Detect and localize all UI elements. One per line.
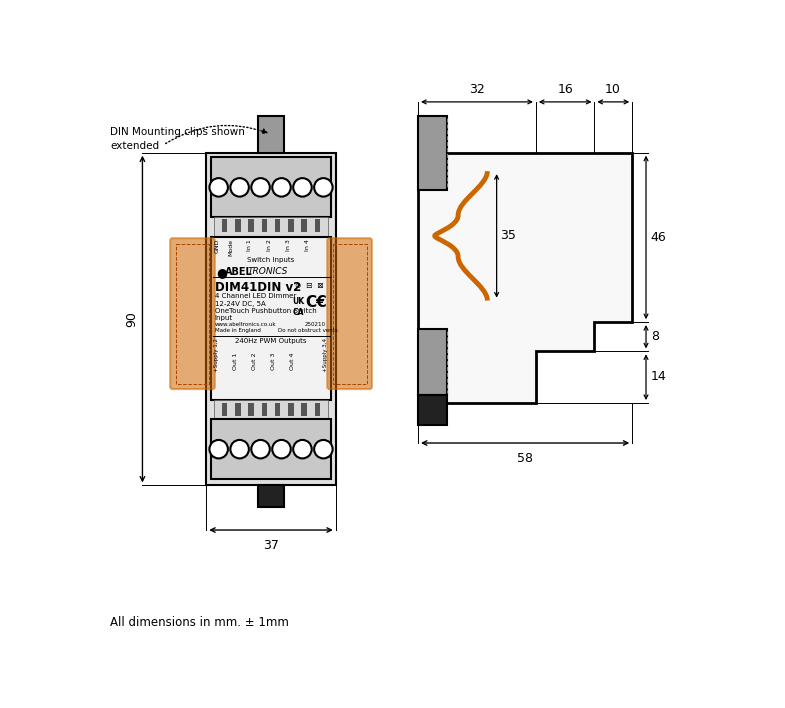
Text: 250210: 250210 [305, 322, 326, 327]
Bar [211, 419, 331, 479]
Bar [176, 244, 210, 384]
Text: 32: 32 [469, 83, 484, 96]
Text: Out 4: Out 4 [290, 353, 295, 370]
Text: Mode: Mode [228, 239, 233, 256]
Text: Switch Inputs: Switch Inputs [247, 257, 294, 263]
Bar [211, 157, 331, 217]
Bar [275, 219, 280, 232]
Circle shape [210, 178, 228, 197]
Bar [301, 403, 307, 416]
Text: Out 1: Out 1 [233, 353, 238, 370]
Text: In 3: In 3 [287, 239, 291, 251]
Text: DIM41DIN v2: DIM41DIN v2 [215, 280, 301, 294]
Text: In 2: In 2 [267, 239, 272, 251]
Bar [258, 116, 284, 153]
Text: Do not obstruct vents: Do not obstruct vents [278, 329, 338, 333]
Bar [333, 244, 367, 384]
Text: 16: 16 [557, 83, 573, 96]
Text: C€: C€ [305, 295, 327, 310]
Text: DIN Mounting clips shown
extended: DIN Mounting clips shown extended [110, 127, 245, 151]
FancyBboxPatch shape [327, 238, 372, 389]
Circle shape [272, 178, 290, 197]
Bar [301, 219, 307, 232]
Bar [214, 400, 328, 419]
Bar [288, 219, 294, 232]
Circle shape [251, 178, 270, 197]
Text: 10: 10 [605, 83, 621, 96]
Circle shape [314, 178, 333, 197]
Bar [288, 403, 294, 416]
Text: 37: 37 [263, 539, 279, 552]
Bar [211, 236, 331, 400]
Text: +Supply 3,4: +Supply 3,4 [323, 338, 328, 372]
Circle shape [251, 440, 270, 458]
Text: ●: ● [217, 266, 227, 279]
Bar [248, 403, 254, 416]
Text: 14: 14 [651, 370, 666, 383]
Text: TRONICS: TRONICS [247, 267, 287, 275]
Circle shape [210, 440, 228, 458]
Text: GND: GND [214, 239, 220, 253]
Text: 12-24V DC, 5A: 12-24V DC, 5A [215, 301, 265, 307]
Text: In 1: In 1 [247, 239, 252, 251]
Bar [222, 219, 228, 232]
Text: ABEL: ABEL [225, 267, 253, 277]
Bar [418, 116, 447, 190]
Circle shape [314, 440, 333, 458]
Text: OneTouch Pushbutton Switch: OneTouch Pushbutton Switch [215, 308, 316, 314]
Text: 58: 58 [517, 452, 533, 465]
Text: 8: 8 [651, 330, 659, 343]
Text: Input: Input [215, 315, 233, 321]
Text: 90: 90 [125, 311, 138, 327]
Bar [236, 403, 240, 416]
Circle shape [294, 178, 312, 197]
Text: Made in England: Made in England [215, 329, 261, 333]
Bar [315, 403, 320, 416]
Bar [261, 403, 267, 416]
Circle shape [272, 440, 290, 458]
Text: UK
CA: UK CA [293, 297, 305, 317]
FancyBboxPatch shape [170, 238, 215, 389]
Bar [222, 403, 228, 416]
Circle shape [294, 440, 312, 458]
Text: 46: 46 [651, 231, 666, 244]
Text: Out 2: Out 2 [251, 353, 257, 370]
Bar [418, 329, 447, 395]
Polygon shape [418, 153, 632, 403]
Bar [418, 395, 447, 425]
Text: 4 Channel LED Dimmer: 4 Channel LED Dimmer [215, 293, 296, 299]
Circle shape [230, 440, 249, 458]
Text: +Supply 1,2: +Supply 1,2 [214, 338, 219, 372]
Bar [206, 153, 336, 486]
Bar [261, 219, 267, 232]
Bar [214, 217, 328, 236]
Bar [258, 486, 284, 507]
Text: 35: 35 [501, 229, 517, 242]
Text: All dimensions in mm. ± 1mm: All dimensions in mm. ± 1mm [110, 616, 289, 629]
Text: In 4: In 4 [305, 239, 311, 251]
Text: Out 3: Out 3 [271, 353, 276, 370]
Text: 240Hz PWM Outputs: 240Hz PWM Outputs [236, 338, 307, 344]
Bar [315, 219, 320, 232]
Circle shape [230, 178, 249, 197]
Text: www.abeltronics.co.uk: www.abeltronics.co.uk [215, 322, 276, 327]
Bar [275, 403, 280, 416]
Bar [236, 219, 240, 232]
Text: ⊙  ⊟  ⊠: ⊙ ⊟ ⊠ [295, 281, 323, 290]
Bar [248, 219, 254, 232]
